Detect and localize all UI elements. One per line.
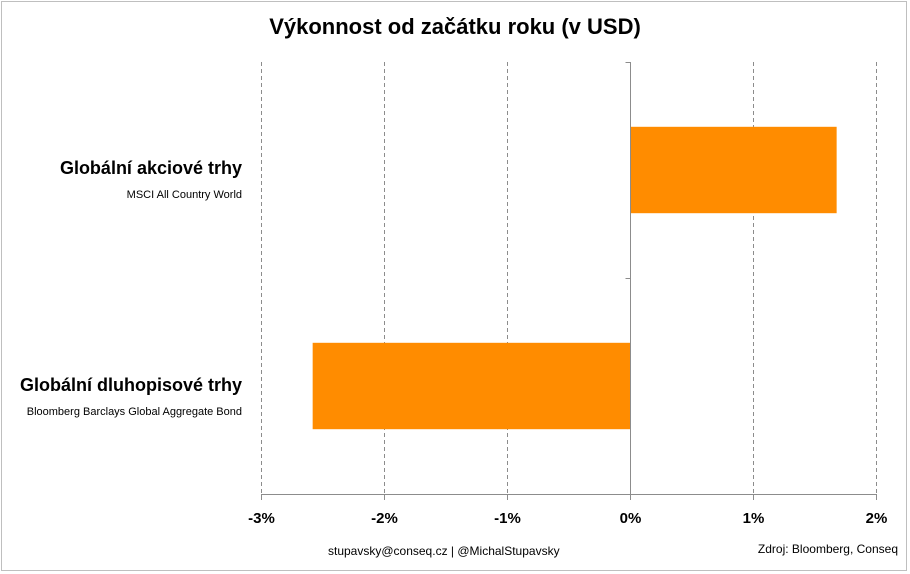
category-name: Globální akciové trhy bbox=[59, 158, 242, 178]
x-tick-label: 1% bbox=[743, 510, 765, 527]
bar bbox=[630, 126, 837, 214]
x-tick-label: -1% bbox=[494, 510, 521, 527]
category-label-bonds: Globální dluhopisové trhy Bloomberg Barc… bbox=[20, 375, 242, 418]
footer-contact: stupavsky@conseq.cz | @MichalStupavsky bbox=[328, 544, 560, 558]
category-label-equities: Globální akciové trhy MSCI All Country W… bbox=[60, 158, 242, 201]
x-tick-label: -2% bbox=[371, 510, 398, 527]
category-subtitle: MSCI All Country World bbox=[126, 189, 242, 201]
chart-title: Výkonnost od začátku roku (v USD) bbox=[269, 14, 641, 39]
x-tick-label: 2% bbox=[866, 510, 888, 527]
category-subtitle: Bloomberg Barclays Global Aggregate Bond bbox=[26, 406, 242, 418]
bar bbox=[312, 342, 630, 430]
x-tick-label: -3% bbox=[248, 510, 275, 527]
x-tick-label: 0% bbox=[620, 510, 642, 527]
category-name: Globální dluhopisové trhy bbox=[19, 375, 242, 395]
footer-source: Zdroj: Bloomberg, Conseq bbox=[757, 542, 898, 556]
